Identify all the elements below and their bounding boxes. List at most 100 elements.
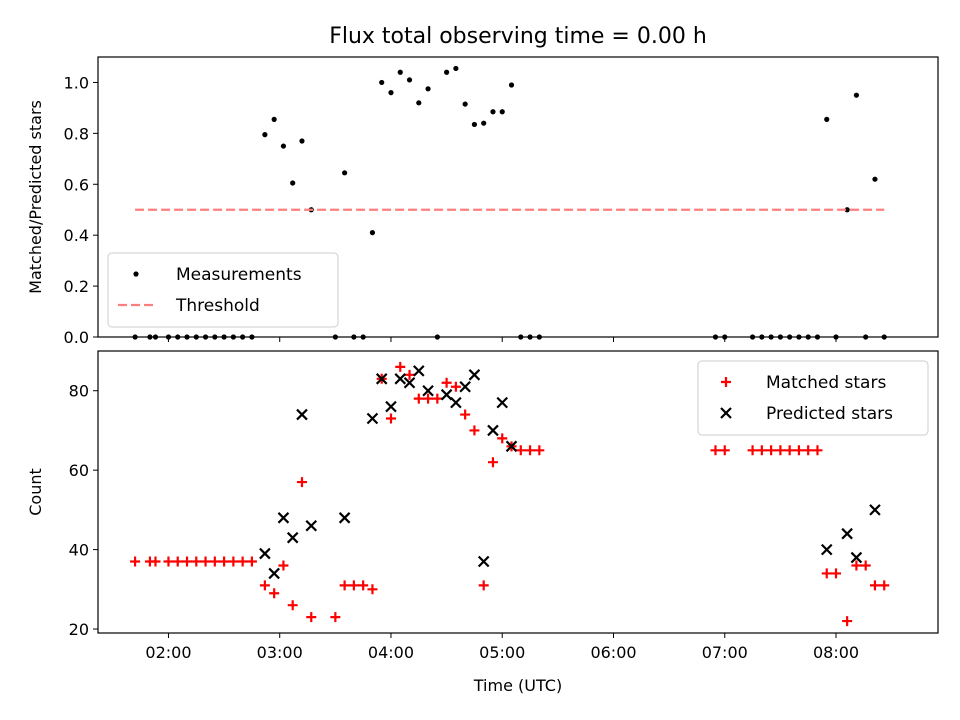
data-point xyxy=(450,396,462,409)
x-tick-label: 06:00 xyxy=(590,643,636,662)
data-point xyxy=(219,556,230,567)
data-point xyxy=(444,69,450,75)
legend: Matched stars Predicted stars xyxy=(697,360,929,436)
data-point xyxy=(450,381,461,392)
data-point xyxy=(756,445,767,456)
data-point xyxy=(841,527,853,540)
data-point xyxy=(403,376,416,389)
data-point xyxy=(268,567,280,580)
data-point xyxy=(469,425,480,436)
data-point xyxy=(719,445,730,456)
x-axis-label: Time (UTC) xyxy=(473,676,562,695)
y-tick-label: 0.4 xyxy=(64,226,89,245)
data-point xyxy=(296,408,308,421)
legend-swatch xyxy=(133,271,139,277)
data-point xyxy=(471,121,478,128)
data-point xyxy=(497,433,508,444)
data-point xyxy=(803,445,814,456)
data-point xyxy=(824,116,830,122)
data-point xyxy=(404,369,415,380)
data-point xyxy=(296,477,307,488)
data-point xyxy=(508,82,515,88)
data-point xyxy=(477,555,490,568)
series-predicted-stars xyxy=(259,365,881,580)
bottom-plot: 20 40 60 80 02:00 03:00 04:00 05:00 06:00 07:00 08… xyxy=(26,350,939,695)
data-point xyxy=(209,556,220,567)
data-point xyxy=(481,120,487,126)
data-point xyxy=(150,556,161,567)
legend-label: Matched stars xyxy=(766,373,886,393)
data-point xyxy=(287,600,298,611)
data-point xyxy=(358,580,369,591)
data-point xyxy=(842,616,853,627)
data-point xyxy=(330,612,341,623)
data-point xyxy=(246,556,257,567)
data-point xyxy=(259,580,270,591)
x-tick-label: 05:00 xyxy=(479,643,525,662)
legend-swatch xyxy=(720,407,732,419)
data-point xyxy=(339,580,350,591)
legend-swatch xyxy=(721,377,731,387)
data-point xyxy=(395,361,406,372)
data-point xyxy=(487,457,498,468)
data-point xyxy=(278,560,289,571)
legend: Measurements Threshold xyxy=(107,252,339,328)
y-tick-label: 60 xyxy=(69,461,89,480)
data-point xyxy=(228,556,239,567)
x-tick-label: 08:00 xyxy=(813,643,859,662)
data-point xyxy=(394,373,407,385)
y-axis-label: Count xyxy=(26,468,45,516)
data-point xyxy=(784,445,795,456)
y-tick-label: 0.6 xyxy=(64,175,89,194)
data-point xyxy=(490,109,496,115)
data-point xyxy=(525,445,536,456)
data-point xyxy=(793,445,804,456)
data-point xyxy=(710,445,721,456)
data-point xyxy=(423,393,434,404)
data-point xyxy=(237,556,248,567)
data-point xyxy=(338,512,351,524)
data-point xyxy=(747,445,758,456)
data-point xyxy=(163,556,174,567)
data-point xyxy=(851,560,862,571)
data-point xyxy=(388,90,394,96)
data-point xyxy=(459,380,471,393)
data-point xyxy=(406,77,413,83)
data-point xyxy=(844,207,850,213)
data-point xyxy=(499,109,505,115)
axes-frame xyxy=(97,350,939,634)
data-point xyxy=(413,393,424,404)
data-point xyxy=(422,384,434,397)
legend-label: Threshold xyxy=(175,296,260,316)
data-point xyxy=(425,86,431,92)
data-point xyxy=(496,396,509,409)
data-point xyxy=(348,580,359,591)
data-point xyxy=(478,580,489,591)
data-point xyxy=(820,543,833,556)
data-point xyxy=(271,116,277,122)
data-point xyxy=(872,176,878,182)
data-point xyxy=(290,180,296,186)
series-matched-stars xyxy=(130,361,890,627)
data-point xyxy=(853,92,860,98)
data-point xyxy=(280,143,287,149)
legend-box xyxy=(697,360,929,436)
data-point xyxy=(367,584,378,595)
y-axis-label: Matched/Predicted stars xyxy=(26,100,45,294)
data-point xyxy=(366,412,379,425)
data-point xyxy=(879,580,890,591)
y-tick-label: 0.0 xyxy=(64,328,89,347)
data-point xyxy=(416,100,422,106)
legend-label: Predicted stars xyxy=(766,404,893,424)
data-point xyxy=(385,413,396,424)
data-point xyxy=(515,445,526,456)
data-point xyxy=(299,138,305,144)
data-point xyxy=(182,556,193,567)
data-point xyxy=(869,580,880,591)
data-point xyxy=(869,504,881,516)
data-point xyxy=(850,551,863,564)
axes-frame xyxy=(97,56,939,338)
data-point xyxy=(342,170,348,176)
data-point xyxy=(375,373,388,385)
data-point xyxy=(440,388,453,401)
